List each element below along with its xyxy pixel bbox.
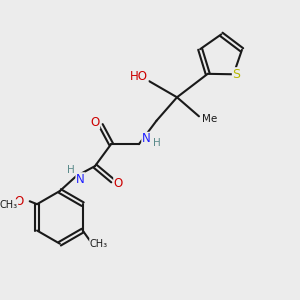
Text: CH₃: CH₃	[90, 239, 108, 249]
Text: S: S	[232, 68, 241, 81]
Text: O: O	[90, 116, 100, 129]
Text: Me: Me	[202, 114, 217, 124]
Text: HO: HO	[130, 70, 148, 83]
Text: N: N	[142, 132, 151, 146]
Text: CH₃: CH₃	[0, 200, 18, 210]
Text: H: H	[67, 166, 75, 176]
Text: O: O	[114, 177, 123, 190]
Text: H: H	[153, 138, 161, 148]
Text: O: O	[15, 195, 24, 208]
Text: N: N	[76, 173, 85, 186]
